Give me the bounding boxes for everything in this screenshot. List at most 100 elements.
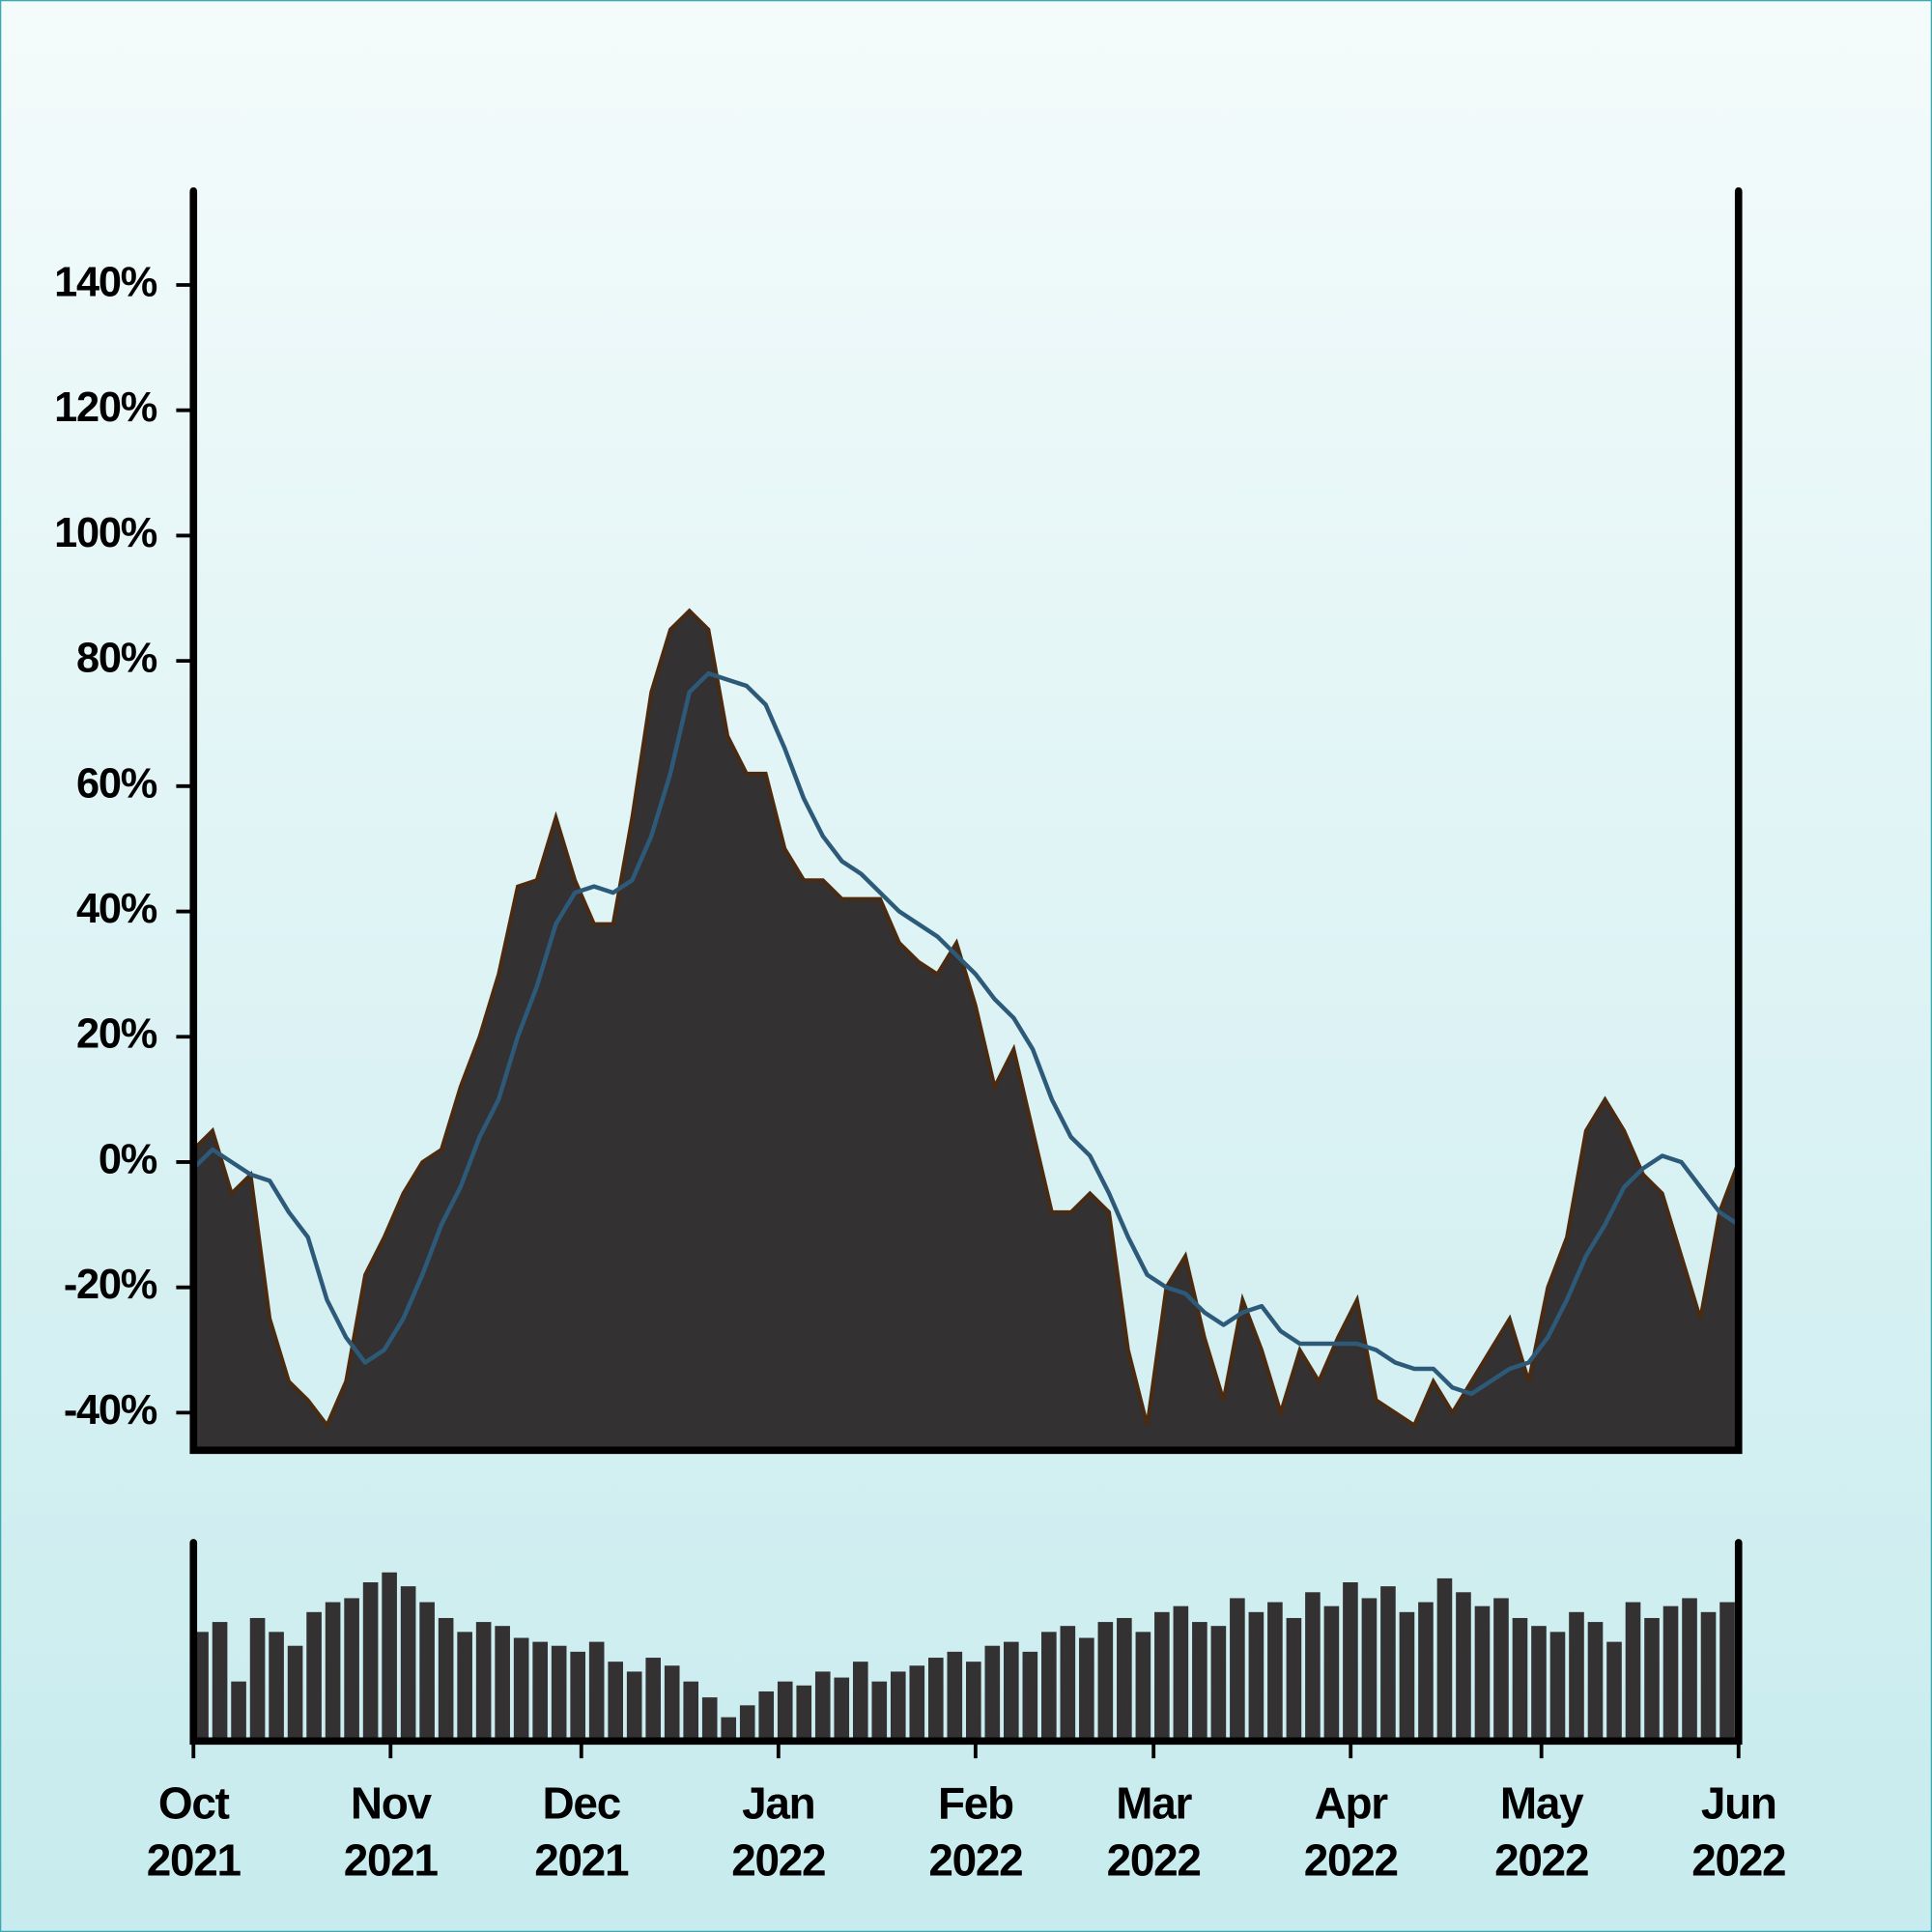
volume-bar: [1700, 1611, 1717, 1742]
volume-bar: [909, 1665, 925, 1742]
volume-bar: [871, 1681, 888, 1742]
volume-bar: [419, 1602, 435, 1742]
volume-bar: [1531, 1626, 1547, 1742]
volume-bar: [947, 1651, 963, 1742]
volume-bar: [1154, 1611, 1170, 1742]
volume-bar: [984, 1645, 1001, 1742]
x-tick-label-box: Oct 2021: [146, 1777, 242, 1886]
volume-bar: [1173, 1605, 1189, 1742]
volume-bar: [1022, 1651, 1038, 1742]
volume-bar: [608, 1662, 623, 1742]
volume-bar: [645, 1658, 662, 1742]
volume-bar: [532, 1641, 548, 1742]
volume-bar: [1097, 1622, 1114, 1742]
volume-bar: [852, 1662, 868, 1742]
volume-bar: [362, 1582, 379, 1742]
volume-frame: [189, 1539, 1743, 1746]
x-tick-label-box: Apr 2022: [1304, 1778, 1399, 1886]
volume-bar: [249, 1617, 266, 1742]
x-tick-label: May 2022: [1494, 1777, 1589, 1886]
x-tick-label-box: Jan 2022: [731, 1777, 826, 1886]
volume-bar: [382, 1572, 397, 1742]
volume-bar: [1399, 1611, 1415, 1742]
volume-bar: [400, 1586, 416, 1742]
volume-bar: [1436, 1577, 1453, 1742]
volume-bar: [777, 1681, 793, 1742]
volume-bar: [1361, 1598, 1378, 1742]
axis-frame: [189, 186, 1743, 1455]
volume-bar: [1569, 1611, 1584, 1742]
volume-bar: [1587, 1622, 1604, 1742]
volume-bar: [193, 1632, 209, 1742]
volume-bar: [1267, 1602, 1283, 1742]
y-tick-label: -20%: [64, 1262, 157, 1308]
volume-bar: [551, 1645, 567, 1742]
volume-bar: [834, 1677, 850, 1742]
volume-bar: [890, 1671, 906, 1742]
volume-bar: [814, 1671, 831, 1742]
volume-bar: [475, 1622, 492, 1742]
volume-bar: [1719, 1602, 1735, 1742]
volume-bar: [1305, 1592, 1321, 1742]
volume-bar: [513, 1637, 529, 1742]
volume-bar: [721, 1717, 737, 1742]
x-tick-label: Oct 2021: [146, 1777, 242, 1886]
y-tick-label: -40%: [64, 1387, 157, 1434]
x-tick-label-box: Jun 2022: [1691, 1777, 1786, 1886]
volume-bar: [1512, 1617, 1528, 1742]
volume-bar: [966, 1662, 981, 1742]
volume-bar: [457, 1632, 472, 1742]
x-tick-label-box: Mar 2022: [1106, 1777, 1202, 1886]
volume-bar: [1248, 1611, 1264, 1742]
y-tick-label: 100%: [54, 510, 157, 556]
volume-bar: [758, 1690, 775, 1742]
volume-bar: [1625, 1602, 1641, 1742]
volume-bar: [495, 1626, 510, 1742]
volume-bar: [1343, 1582, 1358, 1742]
volume-bar: [796, 1685, 812, 1742]
x-tick-label: Jun 2022: [1691, 1777, 1786, 1886]
volume-bar: [626, 1671, 642, 1742]
volume-bar: [325, 1602, 341, 1742]
volume-bar: [1004, 1641, 1019, 1742]
area: [191, 608, 1741, 1453]
volume-bar: [570, 1651, 585, 1742]
volume-bar: [701, 1697, 718, 1742]
x-tick-label: Jan 2022: [731, 1777, 826, 1886]
volume-bar: [1380, 1586, 1396, 1742]
volume-bar: [664, 1665, 680, 1742]
x-tick-label: Dec 2021: [534, 1777, 629, 1886]
x-tick-label: Mar 2022: [1106, 1777, 1202, 1886]
volume-bar: [1286, 1617, 1302, 1742]
volume-bar: [438, 1617, 454, 1742]
volume-bar: [683, 1681, 699, 1742]
x-tick-label-box: Dec 2021: [534, 1777, 629, 1886]
volume-bar: [1474, 1605, 1491, 1742]
volume-bar: [1117, 1617, 1132, 1742]
volume-bar: [1041, 1632, 1057, 1742]
volume-bar: [269, 1632, 284, 1742]
volume-bar: [1418, 1602, 1434, 1742]
y-tick-label: 20%: [76, 1011, 157, 1058]
volume-bar: [1644, 1617, 1660, 1742]
volume-bar: [739, 1705, 755, 1742]
moving-average-line: [191, 670, 1740, 1397]
volume-bar: [344, 1598, 359, 1742]
x-tick-label-box: Feb 2022: [928, 1778, 1023, 1886]
volume-bar: [287, 1645, 303, 1742]
volume-bar: [1135, 1632, 1151, 1742]
volume-bar: [306, 1611, 322, 1742]
volume-bar: [1192, 1622, 1208, 1742]
y-tick-label: 140%: [54, 259, 157, 305]
volume-bar: [1549, 1632, 1566, 1742]
volume-bar: [1323, 1605, 1340, 1742]
x-tick-label-box: May 2022: [1494, 1777, 1589, 1886]
volume-bar: [1493, 1598, 1509, 1742]
y-tick-label: 80%: [76, 636, 157, 682]
volume-bar: [1682, 1598, 1697, 1742]
volume-bar: [1210, 1626, 1227, 1742]
volume-bar: [1662, 1605, 1679, 1742]
y-tick-label: 0%: [99, 1136, 157, 1182]
y-tick-label: 120%: [54, 384, 157, 431]
